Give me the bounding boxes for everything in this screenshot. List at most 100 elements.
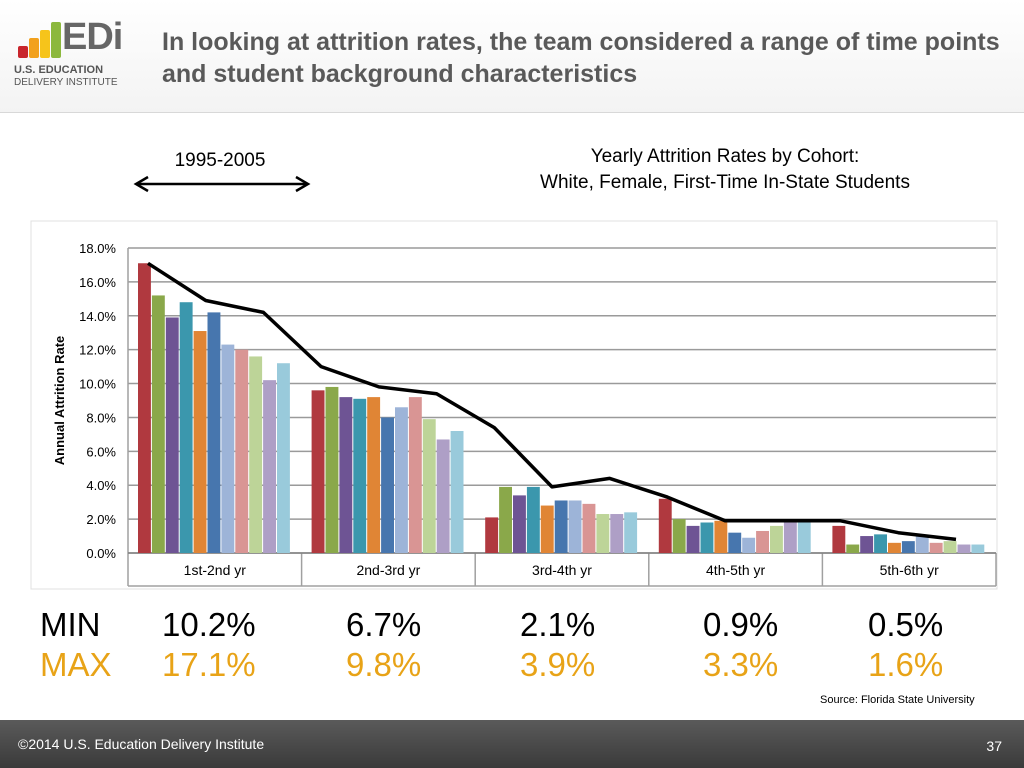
- slide-header: EDi U.S. EDUCATION DELIVERY INSTITUTE In…: [0, 0, 1024, 113]
- max-trend-line: [147, 261, 957, 542]
- min-value-3: 2.1%: [520, 606, 596, 643]
- min-row: MIN 10.2% 6.7% 2.1% 0.9% 0.5%: [0, 606, 1024, 646]
- bar: [138, 263, 151, 553]
- bar: [901, 541, 915, 553]
- bar: [915, 536, 929, 553]
- copyright: ©2014 U.S. Education Delivery Institute: [18, 736, 265, 752]
- bar: [860, 536, 874, 553]
- bar: [770, 525, 783, 553]
- bar: [485, 517, 499, 553]
- bar: [832, 525, 846, 553]
- bar: [450, 431, 464, 553]
- bar: [714, 520, 728, 553]
- y-tick-label: 8.0%: [86, 410, 116, 425]
- bar: [846, 544, 860, 553]
- bar: [277, 363, 290, 553]
- bar: [179, 302, 193, 553]
- bar: [436, 439, 450, 553]
- bar: [888, 542, 901, 553]
- bar: [408, 397, 422, 553]
- bar: [235, 349, 249, 553]
- bar: [311, 390, 325, 553]
- bar: [971, 544, 985, 553]
- min-value-2: 6.7%: [346, 606, 422, 643]
- chart-title: Yearly Attrition Rates by Cohort: White,…: [460, 144, 990, 196]
- double-arrow-icon: [133, 175, 311, 193]
- max-value-1: 17.1%: [162, 646, 256, 683]
- bar: [658, 498, 672, 553]
- bar: [513, 495, 526, 553]
- y-tick-label: 6.0%: [86, 444, 116, 459]
- bar: [499, 486, 512, 553]
- bar: [582, 503, 596, 553]
- bar: [540, 505, 554, 553]
- bar: [554, 500, 568, 553]
- bar: [624, 512, 638, 553]
- max-value-2: 9.8%: [346, 646, 422, 683]
- bar: [221, 344, 235, 553]
- page-number: 37: [986, 738, 1002, 754]
- bar: [783, 522, 797, 553]
- x-tick-label: 4th-5th yr: [706, 562, 765, 578]
- y-axis-label: Annual Attrition Rate: [52, 336, 67, 466]
- bar: [151, 295, 165, 553]
- bar: [943, 541, 957, 553]
- y-tick-label: 18.0%: [79, 241, 116, 256]
- bar: [325, 386, 339, 553]
- max-value-5: 1.6%: [868, 646, 944, 683]
- x-tick-label: 2nd-3rd yr: [356, 562, 420, 578]
- y-tick-label: 4.0%: [86, 478, 116, 493]
- bar: [596, 514, 610, 553]
- bar: [929, 542, 943, 553]
- bar: [339, 397, 353, 553]
- bar: [957, 544, 971, 553]
- bar: [672, 519, 686, 553]
- logo-bars-icon: [18, 22, 62, 58]
- min-value-4: 0.9%: [703, 606, 779, 643]
- y-tick-label: 14.0%: [79, 309, 116, 324]
- attrition-bar-chart: 0.0% 2.0% 4.0% 6.0% 8.0% 10.0% 12.0% 14.0% 16.0%…: [30, 220, 998, 590]
- edi-logo: EDi U.S. EDUCATION DELIVERY INSTITUTE: [14, 16, 130, 94]
- bar: [207, 312, 221, 553]
- bar: [165, 317, 179, 553]
- max-value-3: 3.9%: [520, 646, 596, 683]
- bar: [874, 534, 887, 553]
- chart-title-line2: White, Female, First-Time In-State Stude…: [540, 172, 910, 193]
- bar: [263, 380, 276, 553]
- y-tick-label: 0.0%: [86, 546, 116, 561]
- y-tick-label: 10.0%: [79, 377, 116, 392]
- x-tick-label: 3rd-4th yr: [532, 562, 592, 578]
- y-tick-label: 16.0%: [79, 275, 116, 290]
- period-label: 1995-2005: [174, 150, 266, 171]
- bar: [797, 522, 811, 553]
- max-label: MAX: [40, 646, 112, 683]
- bar: [686, 525, 700, 553]
- max-row: MAX 17.1% 9.8% 3.9% 3.3% 1.6%: [0, 646, 1024, 686]
- logo-line2: DELIVERY INSTITUTE: [14, 77, 118, 88]
- bar: [756, 530, 769, 553]
- y-tick-label: 12.0%: [79, 343, 116, 358]
- y-tick-label: 2.0%: [86, 512, 116, 527]
- source-note: Source: Florida State University: [820, 694, 975, 706]
- bar: [367, 397, 381, 553]
- bar: [568, 500, 582, 553]
- bar: [422, 419, 436, 553]
- min-value-1: 10.2%: [162, 606, 256, 643]
- bar: [381, 417, 394, 553]
- bar: [249, 356, 263, 553]
- bar: [193, 331, 207, 553]
- x-tick-label: 1st-2nd yr: [184, 562, 247, 578]
- min-value-5: 0.5%: [868, 606, 944, 643]
- logo-line1: U.S. EDUCATION: [14, 64, 104, 76]
- bar: [395, 407, 408, 553]
- bar: [610, 514, 624, 553]
- x-tick-label: 5th-6th yr: [880, 562, 939, 578]
- slide-title: In looking at attrition rates, the team …: [162, 28, 1000, 88]
- max-value-4: 3.3%: [703, 646, 779, 683]
- bar: [700, 522, 714, 553]
- bar: [526, 486, 540, 553]
- chart-title-line1: Yearly Attrition Rates by Cohort:: [590, 146, 860, 167]
- logo-text: EDi: [62, 16, 123, 58]
- bar: [742, 537, 756, 553]
- bar: [728, 532, 742, 553]
